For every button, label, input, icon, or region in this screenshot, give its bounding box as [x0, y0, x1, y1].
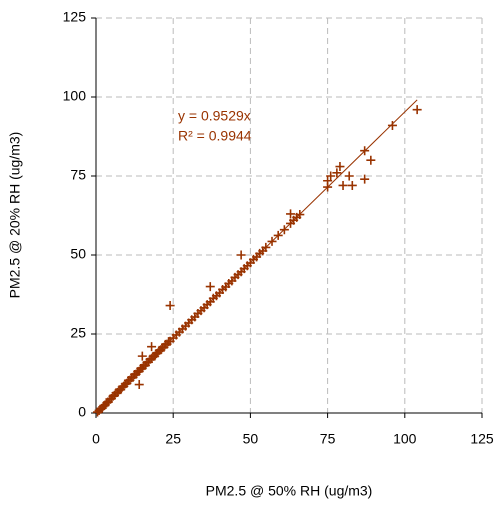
point: [279, 225, 289, 235]
point: [360, 174, 370, 184]
x-tick-label: 125: [470, 431, 494, 447]
point: [326, 171, 336, 181]
point: [387, 120, 397, 130]
point: [347, 180, 357, 190]
point: [338, 180, 348, 190]
point: [286, 209, 296, 219]
point: [261, 242, 271, 252]
x-tick-label: 100: [393, 431, 417, 447]
point: [236, 250, 246, 260]
point: [267, 236, 277, 246]
annotation: R² = 0.9944: [178, 128, 252, 144]
x-tick-label: 75: [320, 431, 336, 447]
x-axis-label: PM2.5 @ 50% RH (ug/m3): [206, 483, 373, 499]
y-tick-label: 100: [63, 88, 87, 104]
point: [412, 105, 422, 115]
x-tick-label: 50: [243, 431, 259, 447]
point: [335, 162, 345, 172]
x-tick-label: 25: [165, 431, 181, 447]
point: [366, 155, 376, 165]
point: [134, 380, 144, 390]
point: [344, 171, 354, 181]
point: [360, 146, 370, 156]
point: [323, 176, 333, 186]
annotation: y = 0.9529x: [178, 108, 251, 124]
point: [137, 351, 147, 361]
y-tick-label: 25: [70, 325, 86, 341]
y-tick-label: 75: [70, 167, 86, 183]
point: [295, 210, 305, 220]
y-axis-label: PM2.5 @ 20% RH (ug/m3): [7, 132, 23, 299]
point: [273, 230, 283, 240]
point: [332, 168, 342, 178]
point: [205, 282, 215, 292]
point: [165, 301, 175, 311]
y-tick-label: 0: [78, 404, 86, 420]
point: [147, 342, 157, 352]
y-tick-label: 125: [63, 9, 87, 25]
y-tick-label: 50: [70, 246, 86, 262]
x-tick-label: 0: [92, 431, 100, 447]
